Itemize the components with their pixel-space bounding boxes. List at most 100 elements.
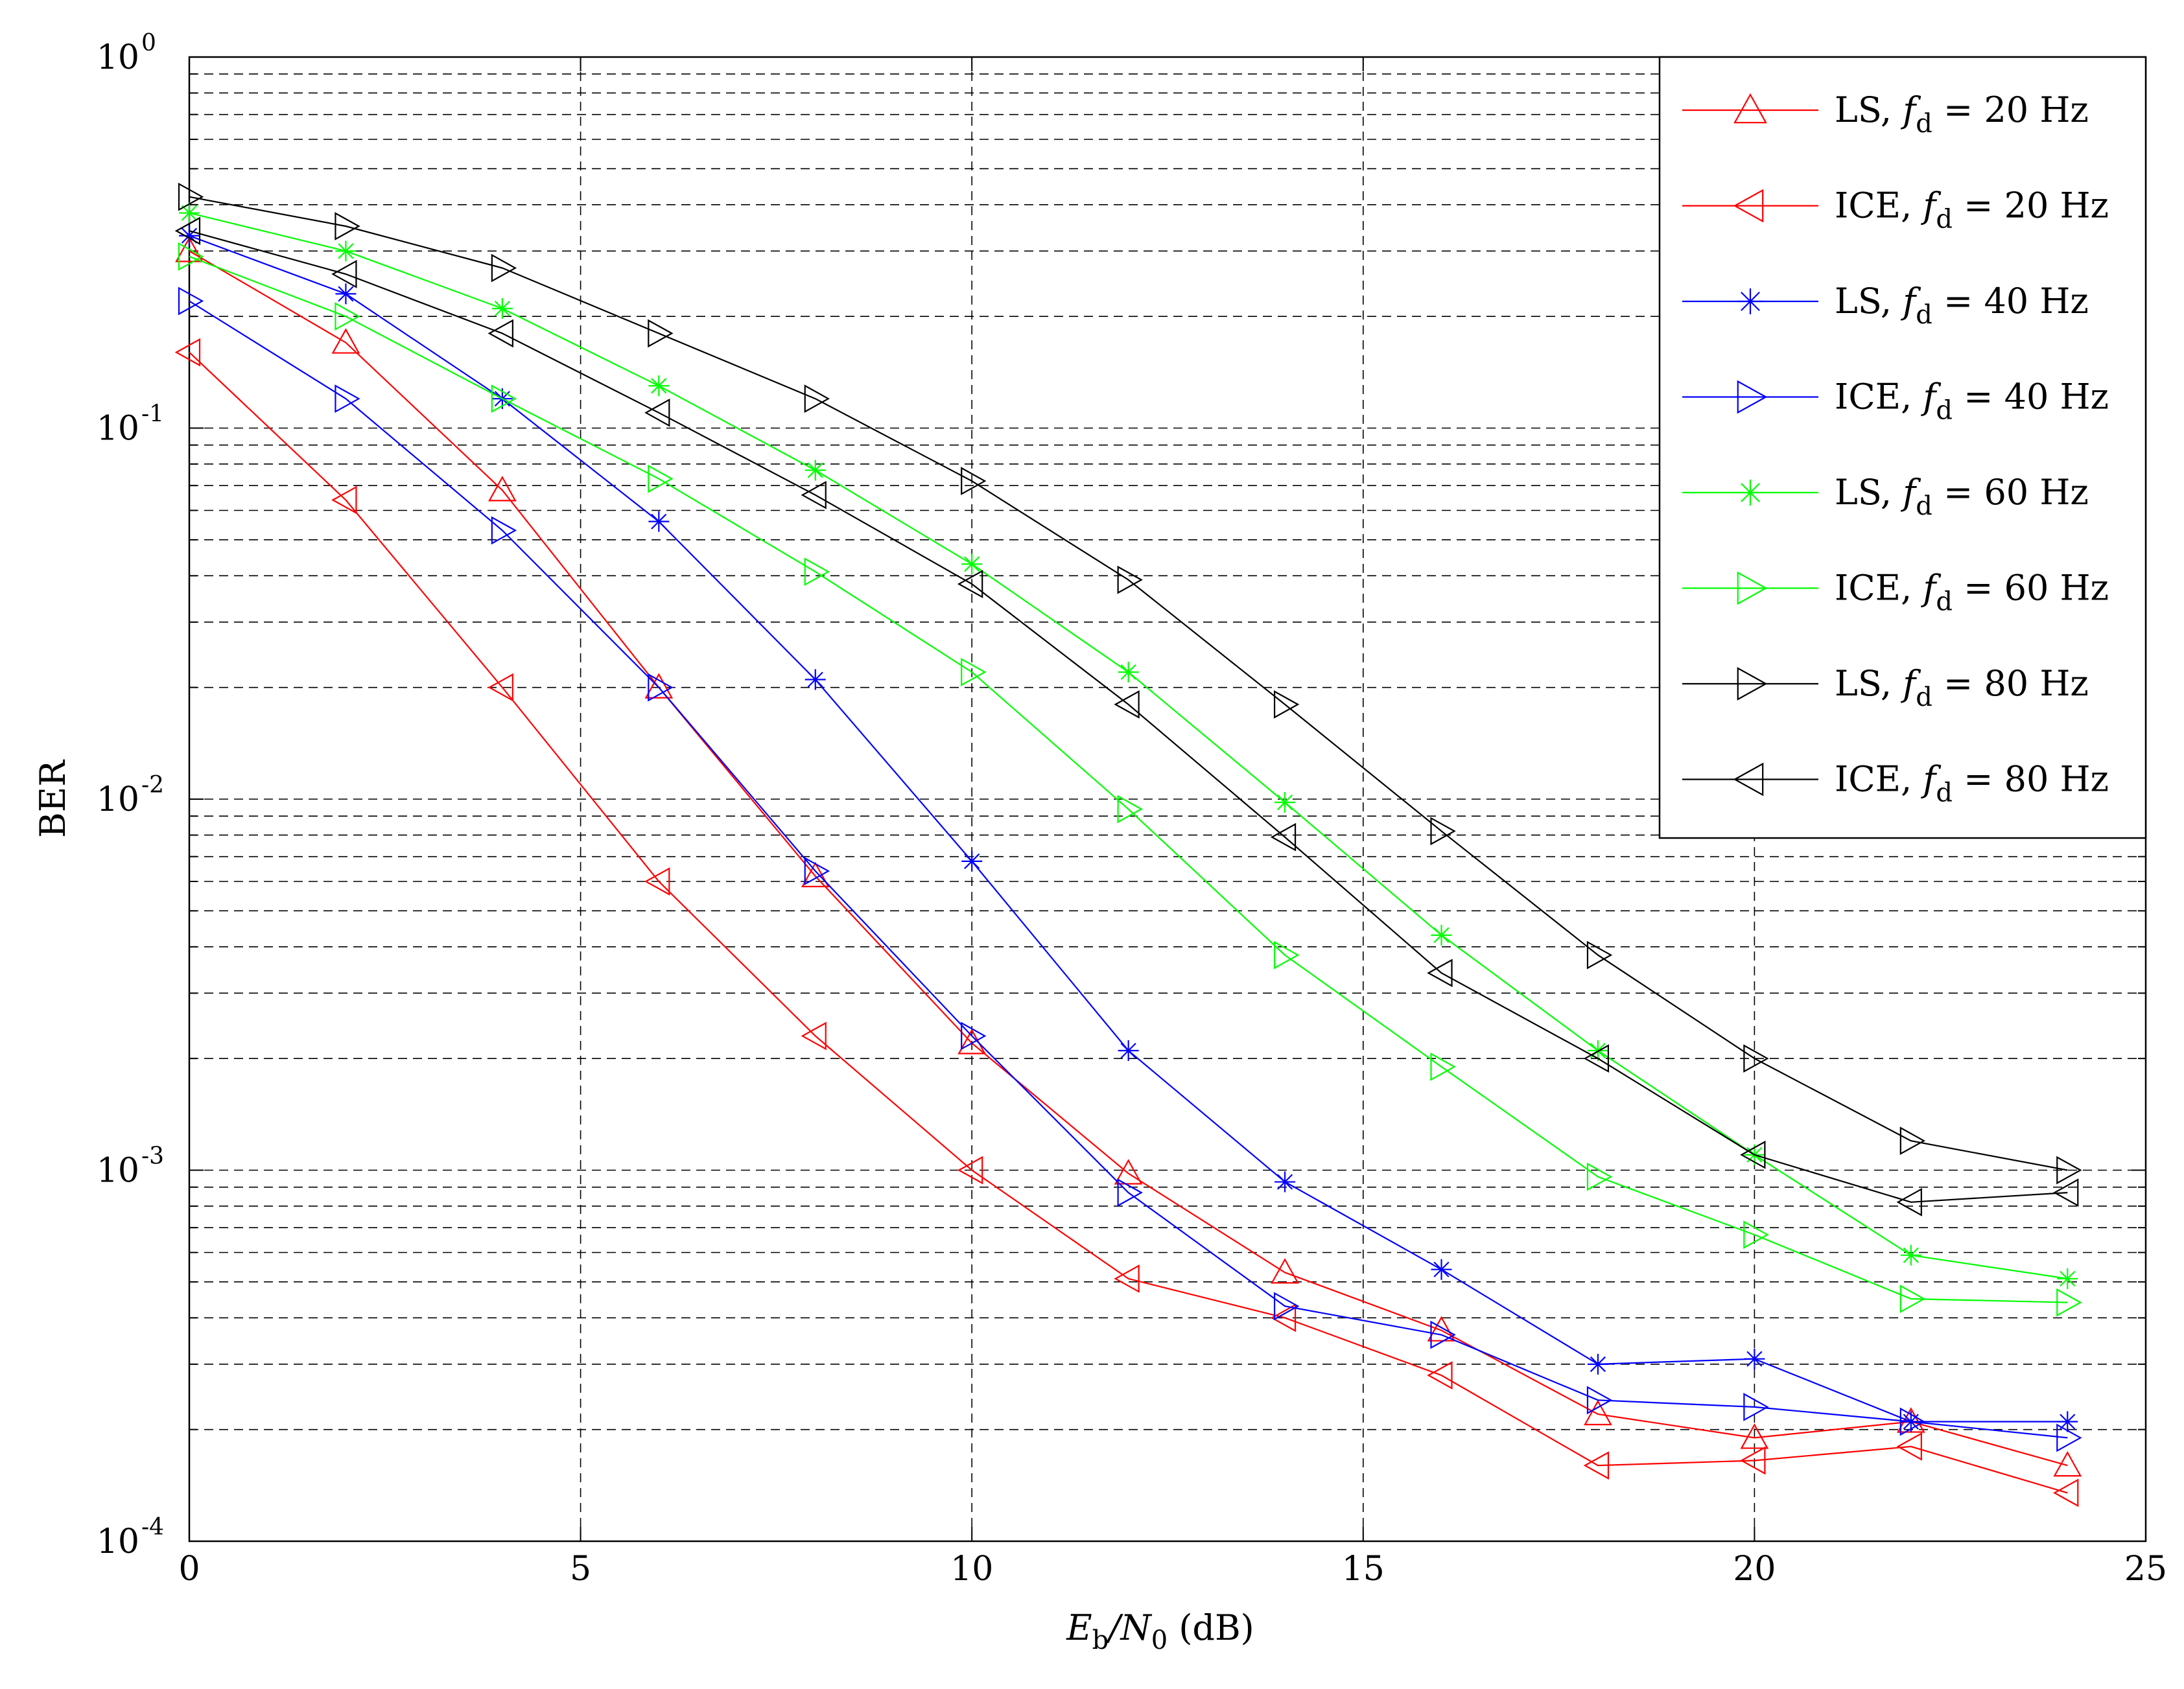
data-point xyxy=(335,240,357,262)
series-line xyxy=(189,255,2068,1303)
data-point xyxy=(1740,1423,1769,1449)
data-point xyxy=(1117,1178,1143,1207)
series-group xyxy=(174,182,2082,1508)
y-tick-label: 10 xyxy=(97,1522,139,1561)
data-point xyxy=(2057,1411,2078,1432)
data-point xyxy=(2057,1268,2078,1289)
data-point xyxy=(1273,1292,1300,1321)
data-point xyxy=(1899,1285,1926,1313)
y-tick-label: 10 xyxy=(97,1152,139,1191)
data-point xyxy=(648,319,674,348)
data-point xyxy=(1899,1407,1926,1436)
data-point xyxy=(961,658,987,686)
data-point xyxy=(1740,1140,1766,1169)
series-2 xyxy=(174,338,2079,1508)
legend-marker xyxy=(1737,288,1763,314)
legend-label: ICE, fd = 60 Hz xyxy=(1835,568,2109,617)
legend-label: ICE, fd = 40 Hz xyxy=(1835,377,2109,426)
x-tick-label: 5 xyxy=(570,1550,591,1589)
data-point xyxy=(1743,1220,1769,1249)
data-point xyxy=(491,516,517,545)
data-point xyxy=(331,260,357,288)
data-point xyxy=(644,398,670,427)
data-point xyxy=(648,673,674,702)
data-point xyxy=(1740,1446,1766,1475)
data-point xyxy=(961,850,983,872)
data-point xyxy=(1586,1386,1613,1415)
data-point xyxy=(1274,792,1296,813)
data-point xyxy=(1586,1162,1613,1191)
y-tick-exponent: 0 xyxy=(141,30,156,56)
data-point xyxy=(1114,1264,1140,1293)
data-point xyxy=(1583,1044,1610,1073)
series-line xyxy=(189,230,2068,1203)
y-tick-label: 10 xyxy=(97,38,139,77)
series-line xyxy=(189,300,2068,1439)
legend-label: LS, fd = 40 Hz xyxy=(1835,281,2089,330)
data-point xyxy=(2053,1450,2082,1477)
data-point xyxy=(1273,940,1300,970)
data-point xyxy=(1117,795,1143,824)
y-tick-exponent: -2 xyxy=(141,772,164,798)
legend-marker xyxy=(1737,571,1768,605)
data-point xyxy=(1430,1053,1456,1081)
series-line xyxy=(189,196,2068,1171)
data-point xyxy=(648,375,670,397)
data-point xyxy=(1427,1316,1456,1342)
data-point xyxy=(1117,565,1143,594)
data-point xyxy=(1431,1259,1452,1280)
data-point xyxy=(644,673,674,699)
x-tick-label: 25 xyxy=(2124,1550,2167,1589)
legend-entry: LS, fd = 40 Hz xyxy=(1682,281,2089,330)
data-point xyxy=(2056,1423,2082,1452)
data-point xyxy=(1586,940,1613,970)
data-point xyxy=(178,286,204,316)
data-point xyxy=(804,669,826,690)
data-point xyxy=(1270,822,1297,852)
legend-label: LS, fd = 20 Hz xyxy=(1835,89,2089,139)
data-point xyxy=(331,328,360,354)
data-point xyxy=(801,1021,827,1051)
data-point xyxy=(1118,1040,1139,1062)
data-point xyxy=(1899,1126,1926,1156)
data-point xyxy=(2053,1178,2079,1207)
data-point xyxy=(179,225,200,246)
data-point xyxy=(2056,1156,2082,1185)
x-axis-label: Eb/N0 (dB) xyxy=(1066,1607,1254,1655)
y-tick-exponent: -1 xyxy=(141,401,164,428)
data-point xyxy=(491,253,517,283)
series-4 xyxy=(178,286,2082,1452)
data-point xyxy=(1587,1353,1608,1375)
data-point xyxy=(178,182,204,211)
data-point xyxy=(331,485,357,515)
data-point xyxy=(1273,690,1300,719)
data-point xyxy=(487,319,513,348)
data-point xyxy=(801,480,827,509)
data-point xyxy=(335,283,357,305)
legend-entry: LS, fd = 20 Hz xyxy=(1682,89,2089,139)
data-point xyxy=(2056,1288,2082,1317)
data-point xyxy=(178,242,204,271)
series-line xyxy=(189,351,2068,1494)
series-7 xyxy=(178,182,2082,1185)
data-point xyxy=(174,338,201,367)
data-point xyxy=(1274,1171,1296,1193)
data-point xyxy=(1430,817,1456,846)
x-tick-labels: 0 5 10 15 20 25 xyxy=(178,1550,2167,1589)
data-point xyxy=(804,857,830,885)
legend-entry: ICE, fd = 60 Hz xyxy=(1682,568,2109,617)
data-point xyxy=(335,212,360,240)
series-1 xyxy=(175,237,2082,1477)
data-point xyxy=(487,673,513,702)
y-tick-label: 10 xyxy=(97,780,139,819)
data-point xyxy=(1427,959,1453,988)
legend-entry: LS, fd = 80 Hz xyxy=(1682,663,2089,712)
data-point xyxy=(804,557,830,587)
legend-entry: ICE, fd = 80 Hz xyxy=(1682,759,2109,808)
data-point xyxy=(957,570,983,598)
data-point xyxy=(1583,1451,1610,1480)
data-point xyxy=(335,302,360,331)
data-point xyxy=(1271,1258,1299,1284)
y-tick-label: 10 xyxy=(97,410,139,448)
